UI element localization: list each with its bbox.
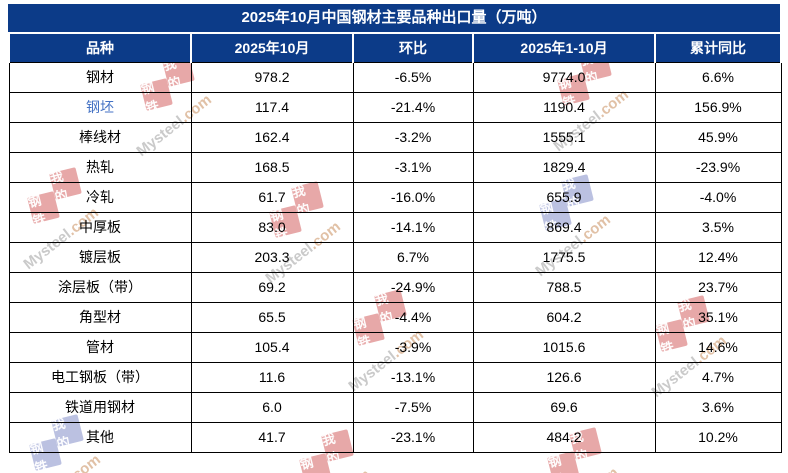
yoy-cell: -23.9% — [654, 151, 782, 183]
mom-change-cell: -7.5% — [352, 391, 474, 423]
table-row: 中厚板 83.0 -14.1% 869.4 3.5% — [8, 211, 782, 243]
table-row: 镀层板 203.3 6.7% 1775.5 12.4% — [8, 241, 782, 273]
yoy-cell: 3.6% — [654, 391, 782, 423]
col-header-oct-2025: 2025年10月 — [190, 34, 354, 63]
mysteel-logo-square: 钢铁 — [547, 451, 580, 473]
cumulative-value-cell: 869.4 — [472, 211, 656, 243]
mom-change-cell: -6.5% — [352, 61, 474, 93]
mom-change-cell: -24.9% — [352, 271, 474, 303]
table-row: 涂层板（带） 69.2 -24.9% 788.5 23.7% — [8, 271, 782, 303]
cumulative-value-cell: 604.2 — [472, 301, 656, 333]
oct-value-cell: 978.2 — [190, 61, 354, 93]
yoy-cell: 23.7% — [654, 271, 782, 303]
mom-change-cell: -14.1% — [352, 211, 474, 243]
mom-change-cell: -13.1% — [352, 361, 474, 393]
data-table: 品种 2025年10月 环比 2025年1-10月 累计同比 钢材 978.2 -6… — [8, 34, 782, 453]
variety-cell: 镀层板 — [8, 241, 192, 273]
cumulative-value-cell: 1829.4 — [472, 151, 656, 183]
table-body: 钢材 978.2 -6.5% 9774.0 6.6% 钢坯 117.4 -21.4% 1190.… — [8, 61, 782, 453]
oct-value-cell: 65.5 — [190, 301, 354, 333]
col-header-mom-change: 环比 — [352, 34, 474, 63]
oct-value-cell: 168.5 — [190, 151, 354, 183]
yoy-cell: 45.9% — [654, 121, 782, 153]
mom-change-cell: -3.9% — [352, 331, 474, 363]
cumulative-value-cell: 1015.6 — [472, 331, 656, 363]
col-header-jan-oct-2025: 2025年1-10月 — [472, 34, 656, 63]
steel-export-table: 2025年10月中国钢材主要品种出口量（万吨） 品种 2025年10月 环比 2… — [8, 4, 782, 453]
variety-cell: 中厚板 — [8, 211, 192, 243]
cumulative-value-cell: 9774.0 — [472, 61, 656, 93]
oct-value-cell: 6.0 — [190, 391, 354, 423]
table-title: 2025年10月中国钢材主要品种出口量（万吨） — [8, 4, 780, 32]
yoy-cell: 4.7% — [654, 361, 782, 393]
mom-change-cell: -3.2% — [352, 121, 474, 153]
oct-value-cell: 69.2 — [190, 271, 354, 303]
variety-cell: 涂层板（带） — [8, 271, 192, 303]
variety-link-cell[interactable]: 钢坯 — [8, 91, 192, 123]
cumulative-value-cell: 788.5 — [472, 271, 656, 303]
cumulative-value-cell: 1190.4 — [472, 91, 656, 123]
variety-cell: 棒线材 — [8, 121, 192, 153]
cumulative-value-cell: 655.9 — [472, 181, 656, 213]
table-row: 钢坯 117.4 -21.4% 1190.4 156.9% — [8, 91, 782, 123]
variety-cell: 电工钢板（带） — [8, 361, 192, 393]
oct-value-cell: 162.4 — [190, 121, 354, 153]
cumulative-value-cell: 1775.5 — [472, 241, 656, 273]
col-header-cumulative-yoy: 累计同比 — [654, 34, 782, 63]
variety-cell: 冷轧 — [8, 181, 192, 213]
yoy-cell: 156.9% — [654, 91, 782, 123]
header-row: 品种 2025年10月 环比 2025年1-10月 累计同比 — [8, 34, 782, 63]
col-header-variety: 品种 — [8, 34, 192, 63]
variety-cell: 铁道用钢材 — [8, 391, 192, 423]
table-row: 冷轧 61.7 -16.0% 655.9 -4.0% — [8, 181, 782, 213]
table-row: 其他 41.7 -23.1% 484.2 10.2% — [8, 421, 782, 453]
mom-change-cell: 6.7% — [352, 241, 474, 273]
mysteel-logo-square: 钢铁 — [299, 453, 332, 473]
yoy-cell: 10.2% — [654, 421, 782, 453]
table-row: 钢材 978.2 -6.5% 9774.0 6.6% — [8, 61, 782, 93]
yoy-cell: 6.6% — [654, 61, 782, 93]
oct-value-cell: 61.7 — [190, 181, 354, 213]
mysteel-watermark-text: Mysteel.com — [540, 452, 637, 473]
oct-value-cell: 11.6 — [190, 361, 354, 393]
variety-cell: 钢材 — [8, 61, 192, 93]
oct-value-cell: 117.4 — [190, 91, 354, 123]
yoy-cell: 14.6% — [654, 331, 782, 363]
mom-change-cell: -21.4% — [352, 91, 474, 123]
mom-change-cell: -4.4% — [352, 301, 474, 333]
mom-change-cell: -16.0% — [352, 181, 474, 213]
mom-change-cell: -3.1% — [352, 151, 474, 183]
table-row: 棒线材 162.4 -3.2% 1555.1 45.9% — [8, 121, 782, 153]
cumulative-value-cell: 69.6 — [472, 391, 656, 423]
yoy-cell: -4.0% — [654, 181, 782, 213]
yoy-cell: 3.5% — [654, 211, 782, 243]
oct-value-cell: 41.7 — [190, 421, 354, 453]
variety-cell: 热轧 — [8, 151, 192, 183]
variety-cell: 其他 — [8, 421, 192, 453]
variety-cell: 角型材 — [8, 301, 192, 333]
yoy-cell: 35.1% — [654, 301, 782, 333]
table-row: 热轧 168.5 -3.1% 1829.4 -23.9% — [8, 151, 782, 183]
mysteel-watermark-text: Mysteel.com — [292, 454, 389, 473]
cumulative-value-cell: 1555.1 — [472, 121, 656, 153]
table-row: 铁道用钢材 6.0 -7.5% 69.6 3.6% — [8, 391, 782, 423]
table-row: 角型材 65.5 -4.4% 604.2 35.1% — [8, 301, 782, 333]
table-row: 电工钢板（带） 11.6 -13.1% 126.6 4.7% — [8, 361, 782, 393]
cumulative-value-cell: 126.6 — [472, 361, 656, 393]
oct-value-cell: 203.3 — [190, 241, 354, 273]
table-row: 管材 105.4 -3.9% 1015.6 14.6% — [8, 331, 782, 363]
oct-value-cell: 105.4 — [190, 331, 354, 363]
variety-cell: 管材 — [8, 331, 192, 363]
oct-value-cell: 83.0 — [190, 211, 354, 243]
yoy-cell: 12.4% — [654, 241, 782, 273]
cumulative-value-cell: 484.2 — [472, 421, 656, 453]
mom-change-cell: -23.1% — [352, 421, 474, 453]
